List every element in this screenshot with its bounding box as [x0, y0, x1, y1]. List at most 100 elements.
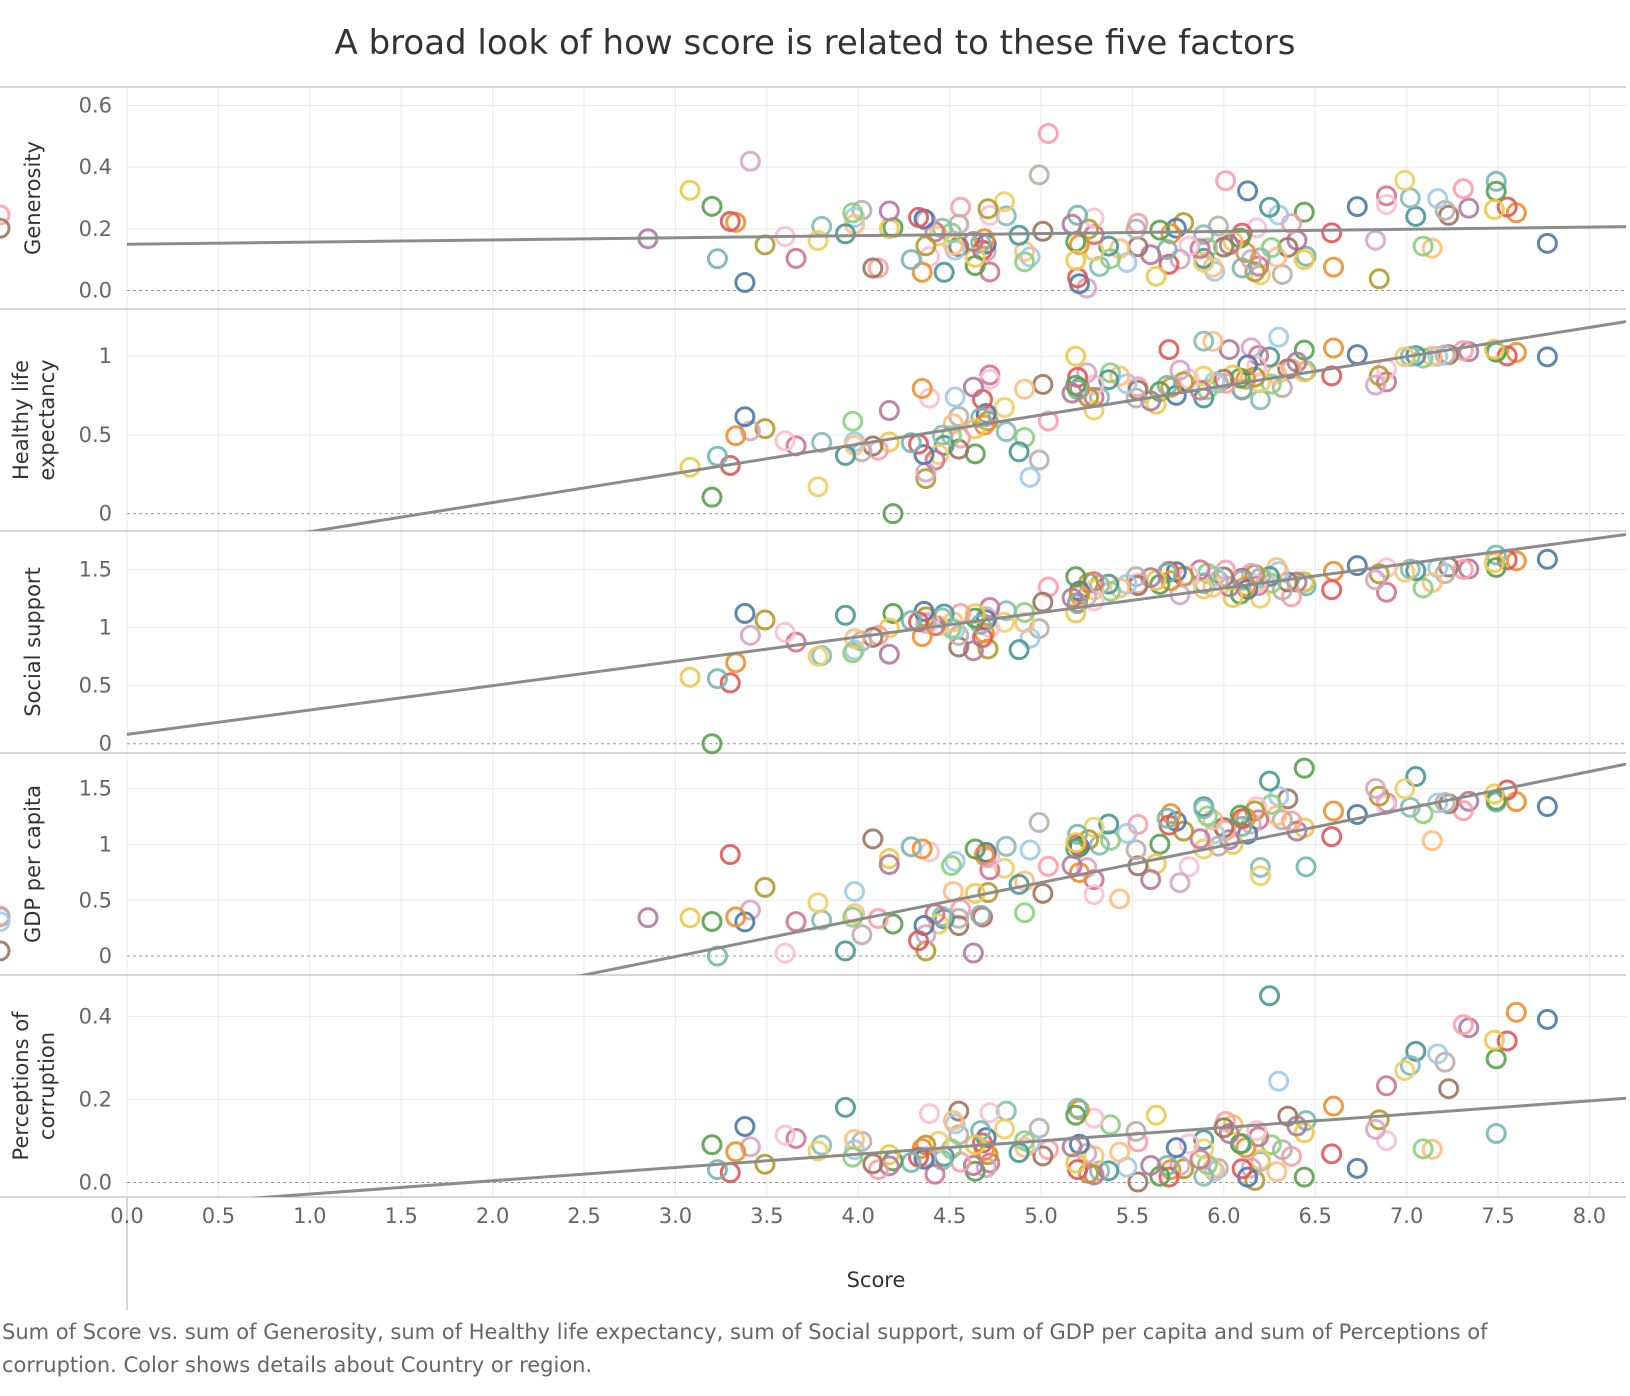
data-point: [1028, 812, 1050, 834]
data-point: [1158, 253, 1180, 275]
data-point: [807, 230, 829, 252]
data-point: [1365, 229, 1387, 251]
data-point: [1483, 1029, 1505, 1051]
data-point: [913, 444, 935, 466]
data-point: [1505, 791, 1527, 813]
data-point: [1376, 581, 1398, 603]
data-point: [940, 855, 962, 877]
data-point: [842, 906, 864, 928]
data-point: [1032, 373, 1054, 395]
data-point: [1145, 265, 1167, 287]
data-point: [1229, 804, 1251, 826]
trend-line: [127, 225, 1626, 246]
data-point: [1178, 1133, 1200, 1155]
data-point: [637, 907, 659, 929]
data-point: [725, 1141, 747, 1163]
data-point: [1140, 390, 1162, 412]
data-point: [1438, 204, 1460, 226]
panel-healthy-life-expectancy: 0 0.5 1 Healthy lifeexpectancy: [0, 320, 1626, 532]
data-point: [1485, 1048, 1507, 1070]
data-point: [1271, 1139, 1293, 1161]
data-point: [1271, 377, 1293, 399]
data-point: [0, 911, 11, 933]
data-point: [1189, 1148, 1211, 1170]
data-point: [1271, 263, 1293, 285]
data-point: [1346, 344, 1368, 366]
data-point: [1259, 196, 1281, 218]
data-point: [754, 418, 776, 440]
data-point: [719, 1162, 741, 1184]
y-tick-label: 1: [99, 615, 112, 639]
data-point: [1215, 170, 1237, 192]
data-point: [1376, 1075, 1398, 1097]
y-tick-label: 0.4: [79, 155, 112, 179]
points-perceptions-of-corruption: [701, 985, 1558, 1193]
y-tick-label: 0.5: [79, 674, 112, 698]
data-point: [944, 850, 966, 872]
data-point: [908, 930, 930, 952]
data-point: [1505, 550, 1527, 572]
data-point: [706, 445, 728, 467]
data-point: [1019, 246, 1041, 268]
data-point: [1368, 268, 1390, 290]
data-point: [834, 1096, 856, 1118]
data-point: [878, 643, 900, 665]
data-point: [807, 1140, 829, 1162]
data-point: [964, 418, 986, 440]
data-point: [1037, 855, 1059, 877]
data-point: [942, 1110, 964, 1132]
data-point: [1067, 593, 1089, 615]
data-point: [754, 609, 776, 631]
data-point: [1065, 602, 1087, 624]
data-point: [1028, 1117, 1050, 1139]
data-point: [1249, 865, 1271, 887]
data-point: [1421, 237, 1443, 259]
data-point: [970, 407, 992, 429]
data-point: [962, 1154, 984, 1176]
data-point: [739, 150, 761, 172]
points-generosity: [0, 123, 1558, 299]
data-point: [1346, 803, 1368, 825]
data-point: [1505, 1001, 1527, 1023]
data-point: [900, 249, 922, 271]
data-point: [1169, 248, 1191, 270]
data-point: [834, 604, 856, 626]
data-point: [1268, 1070, 1290, 1092]
data-point: [706, 668, 728, 690]
data-point: [1368, 365, 1390, 387]
data-point: [995, 421, 1017, 443]
data-point: [1099, 829, 1121, 851]
data-point: [1376, 1130, 1398, 1152]
data-point: [1109, 1141, 1131, 1163]
y-axis-label: Social support: [21, 567, 45, 717]
x-tick-label: 4.5: [933, 1204, 966, 1228]
data-point: [1321, 826, 1343, 848]
chart-panels: 0.0 0.2 0.4 0.6 Generosity 0 0.5 1 Healthy lifee…: [0, 86, 1626, 1198]
data-point: [964, 255, 986, 277]
data-point: [1083, 399, 1105, 421]
data-point: [1065, 249, 1087, 271]
x-tick-label: 2.0: [476, 1204, 509, 1228]
data-point: [842, 642, 864, 664]
data-point: [1065, 1104, 1087, 1126]
x-tick-label: 5.5: [1116, 1204, 1149, 1228]
data-point: [1365, 1118, 1387, 1140]
data-point: [1293, 571, 1315, 593]
data-point: [942, 413, 964, 435]
data-point: [995, 835, 1017, 857]
data-point: [851, 924, 873, 946]
data-point: [774, 1124, 796, 1146]
data-point: [1229, 1133, 1251, 1155]
data-point: [1189, 238, 1211, 260]
data-point: [0, 217, 11, 239]
data-point: [734, 271, 756, 293]
data-point: [993, 857, 1015, 879]
data-point: [1483, 552, 1505, 574]
data-point: [701, 733, 723, 755]
data-point: [1365, 569, 1387, 591]
y-tick-label: 0.2: [79, 1087, 112, 1111]
data-point: [944, 386, 966, 408]
data-point: [979, 368, 1001, 390]
data-point: [1061, 382, 1083, 404]
data-point: [719, 672, 741, 694]
